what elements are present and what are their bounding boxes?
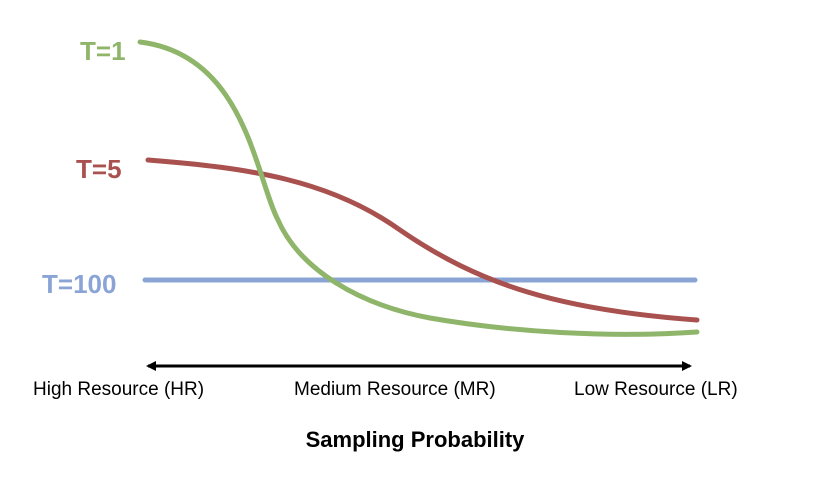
axis-label-high-resource: High Resource (HR) xyxy=(33,379,205,400)
curve-label-t100: T=100 xyxy=(42,269,117,299)
curve-t1 xyxy=(137,39,700,337)
curve-label-t5: T=5 xyxy=(76,154,122,184)
curve-t5 xyxy=(145,157,700,323)
axis-title: Sampling Probability xyxy=(305,427,525,452)
curve-label-t1: T=1 xyxy=(80,36,126,66)
axis-label-medium-resource: Medium Resource (MR) xyxy=(294,379,496,400)
axis-label-low-resource: Low Resource (LR) xyxy=(574,379,738,400)
